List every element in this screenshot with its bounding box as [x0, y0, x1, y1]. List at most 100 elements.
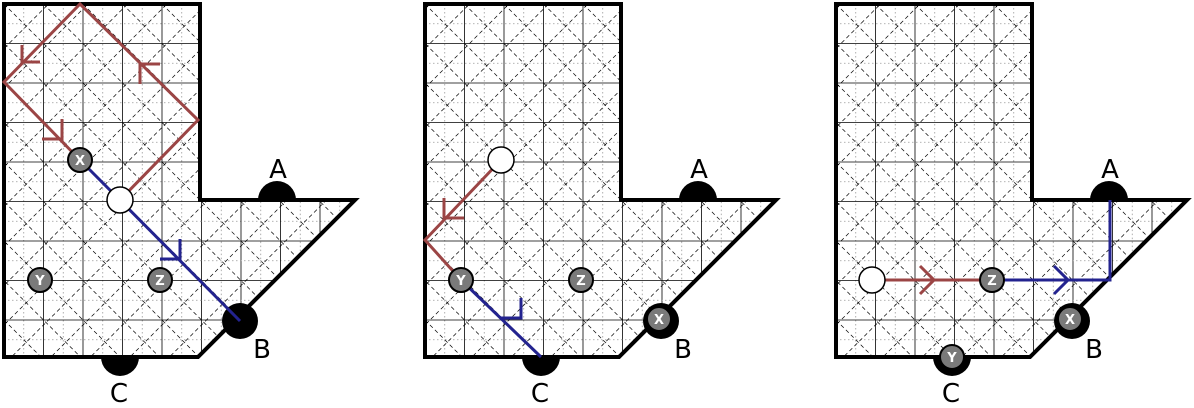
panel-2-port-a: [679, 181, 717, 200]
grid-diagonal-line: [424, 3, 698, 277]
grid-diagonal-line: [241, 201, 296, 257]
grid-diagonal-line: [591, 201, 746, 357]
panel-1-token-y: Y: [27, 267, 53, 293]
grid-diagonal-line: [3, 319, 41, 357]
grid-diagonal-line: [837, 89, 1032, 285]
panel-3-port-b-label: B: [1085, 335, 1103, 365]
grid-diagonal-line: [4, 3, 49, 49]
panel-2-red-arrowhead: [442, 198, 464, 220]
grid-diagonal-line: [424, 319, 462, 357]
panel-2: Y Z X A B C: [422, 2, 781, 408]
grid-diagonal-line: [426, 123, 639, 337]
panel-3-port-a: [1090, 181, 1128, 200]
panel-2-token-z-label: Z: [576, 274, 585, 289]
grid-diagonal-line: [741, 201, 758, 219]
panel-3-token-x: X: [1057, 306, 1083, 332]
panel-1: X Y Z A B C: [1, 1, 360, 408]
grid-diagonal-line: [472, 201, 628, 357]
grid-diagonal-line: [12, 169, 199, 357]
grid-diagonal-line: [701, 201, 739, 239]
panel-2-token-y: Y: [448, 267, 474, 293]
panel-2-token-z: Z: [568, 267, 594, 293]
panel-3-outline: [834, 2, 1192, 359]
grid-diagonal-line: [582, 3, 622, 43]
panel-1-port-c-label: C: [110, 379, 128, 404]
grid-diagonal-line: [835, 161, 1031, 357]
panel-1-red-arrowhead: [138, 62, 160, 84]
grid-diagonal-line: [425, 129, 621, 325]
panel-2-port-c: [522, 357, 560, 376]
grid-diagonal-line: [464, 3, 621, 161]
grid-diagonal-line: [5, 89, 200, 285]
panel-1-blue-path: [78, 158, 242, 323]
panel-3-token-x-label: X: [1065, 313, 1075, 328]
grid-diagonal-line: [954, 3, 1031, 81]
grid-diagonal-line: [837, 123, 1050, 337]
grid-diagonal-line: [836, 11, 1031, 207]
grid-diagonal-line: [424, 161, 620, 357]
grid-diagonal-line: [433, 169, 620, 357]
grid-diagonal-line: [426, 3, 549, 127]
grid-diagonal-line: [836, 241, 952, 357]
panel-1-red-path: [1, 1, 201, 202]
grid-diagonal-line: [425, 83, 659, 317]
panel-3-empty-token: [858, 266, 886, 294]
grid-diagonal-line: [161, 3, 201, 43]
grid-diagonal-line: [3, 3, 277, 277]
panel-3-red-path: [872, 264, 992, 296]
grid-diagonal-line: [503, 3, 621, 121]
panel-1-token-z: Z: [147, 267, 173, 293]
grid-diagonal-line: [836, 43, 1089, 297]
panel-1-red-arrowhead: [42, 119, 64, 141]
grid-diagonal-line: [3, 161, 199, 357]
panel-1-token-x: X: [67, 147, 93, 173]
grid-diagonal-line: [4, 11, 199, 207]
panel-1-empty-token: [106, 186, 134, 214]
panel-1-port-b-label: B: [253, 335, 271, 365]
panel-1-port-a-label: A: [269, 155, 287, 185]
panel-3-grid: [835, 3, 1185, 357]
panel-3-token-y-label: Y: [946, 351, 957, 366]
panel-1-outline: [2, 2, 360, 359]
panel-3-port-c-label: C: [942, 379, 960, 404]
grid-diagonal-line: [835, 3, 1109, 277]
panel-3-port-a-label: A: [1101, 155, 1119, 185]
grid-diagonal-line: [4, 201, 159, 357]
panel-1-token-x-label: X: [75, 154, 85, 169]
panel-2-grid: [424, 3, 774, 357]
grid-diagonal-line: [844, 169, 1031, 357]
grid-diagonal-line: [836, 83, 1070, 317]
grid-diagonal-line: [662, 201, 717, 257]
grid-diagonal-line: [130, 201, 286, 357]
panel-3-blue-arrowhead: [1052, 264, 1071, 296]
panel-2-blue-path: [459, 278, 543, 359]
panel-2-token-x: X: [646, 306, 672, 332]
grid-diagonal-line: [425, 3, 589, 167]
panel-1-blue-arrowhead: [160, 239, 182, 261]
grid-diagonal-line: [425, 11, 620, 207]
grid-diagonal-line: [837, 281, 912, 357]
grid-diagonal-line: [4, 241, 120, 357]
panel-1-port-a: [258, 181, 296, 200]
grid-diagonal-line: [4, 43, 257, 297]
grid-diagonal-line: [836, 3, 1000, 167]
grid-diagonal-line: [543, 3, 620, 81]
grid-diagonal-line: [426, 89, 621, 285]
grid-diagonal-line: [170, 201, 325, 357]
grid-diagonal-line: [993, 3, 1033, 43]
grid-diagonal-line: [836, 3, 881, 49]
panel-1-token-z-label: Z: [155, 274, 164, 289]
panel-2-token-x-label: X: [654, 313, 664, 328]
panel-2-port-b-label: B: [674, 335, 692, 365]
grid-diagonal-line: [835, 319, 873, 357]
grid-diagonal-line: [837, 3, 960, 127]
grid-diagonal-line: [5, 281, 80, 357]
grid-diagonal-line: [425, 43, 678, 297]
grid-diagonal-line: [914, 3, 1032, 121]
grid-diagonal-line: [836, 129, 1032, 325]
grid-diagonal-line: [551, 201, 707, 357]
panel-2-empty-token: [487, 146, 515, 174]
grid-diagonal-line: [1152, 201, 1169, 219]
